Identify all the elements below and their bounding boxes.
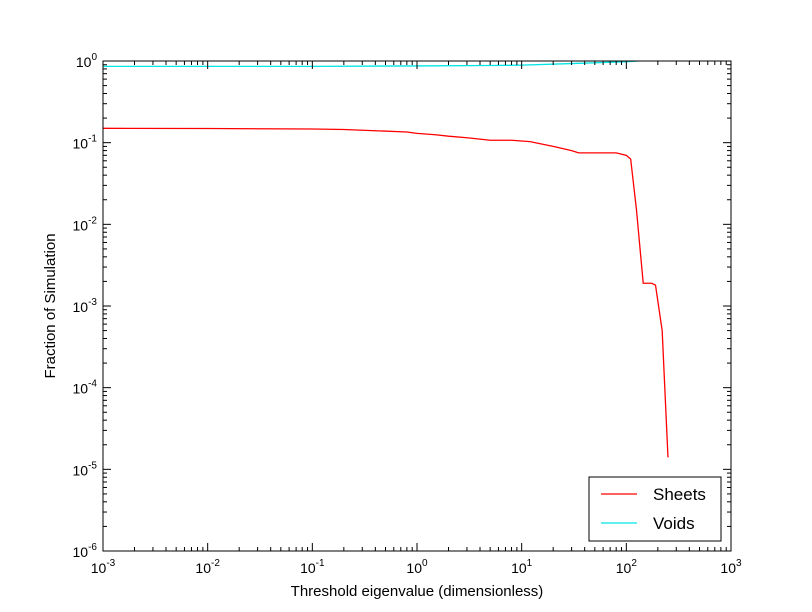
y-tick-label: 10-3 (73, 297, 98, 315)
legend-label-sheets: Sheets (653, 485, 706, 504)
y-axis-label: Fraction of Simulation (42, 233, 59, 378)
series-line-sheets (103, 127, 669, 458)
ticks-layer: 10-3 10-2 10-1 100 101 102 103 10-6 10-5 10-4 10-3… (73, 52, 742, 576)
y-tick-label: 10-5 (73, 460, 98, 478)
y-tick-label: 10-1 (73, 134, 98, 152)
legend-label-voids: Voids (653, 514, 695, 533)
y-tick-label: 100 (76, 52, 98, 70)
y-tick-label: 10-2 (73, 215, 98, 233)
x-tick-label: 10-2 (195, 558, 220, 576)
y-tick-label: 10-6 (73, 542, 98, 560)
legend-box (588, 476, 722, 542)
x-tick-label: 10-3 (91, 558, 116, 576)
x-tick-label: 103 (720, 558, 742, 576)
x-axis-label: Threshold eigenvalue (dimensionless) (291, 583, 544, 600)
legend: Sheets Voids (588, 476, 722, 542)
x-tick-label: 102 (616, 558, 638, 576)
series-layer (103, 61, 669, 458)
y-tick-label: 10-4 (73, 379, 98, 397)
x-tick-label: 10-1 (300, 558, 325, 576)
series-line-voids (103, 61, 639, 67)
x-tick-label: 101 (511, 558, 533, 576)
x-tick-label: 100 (406, 558, 428, 576)
plot-frame (102, 60, 732, 552)
